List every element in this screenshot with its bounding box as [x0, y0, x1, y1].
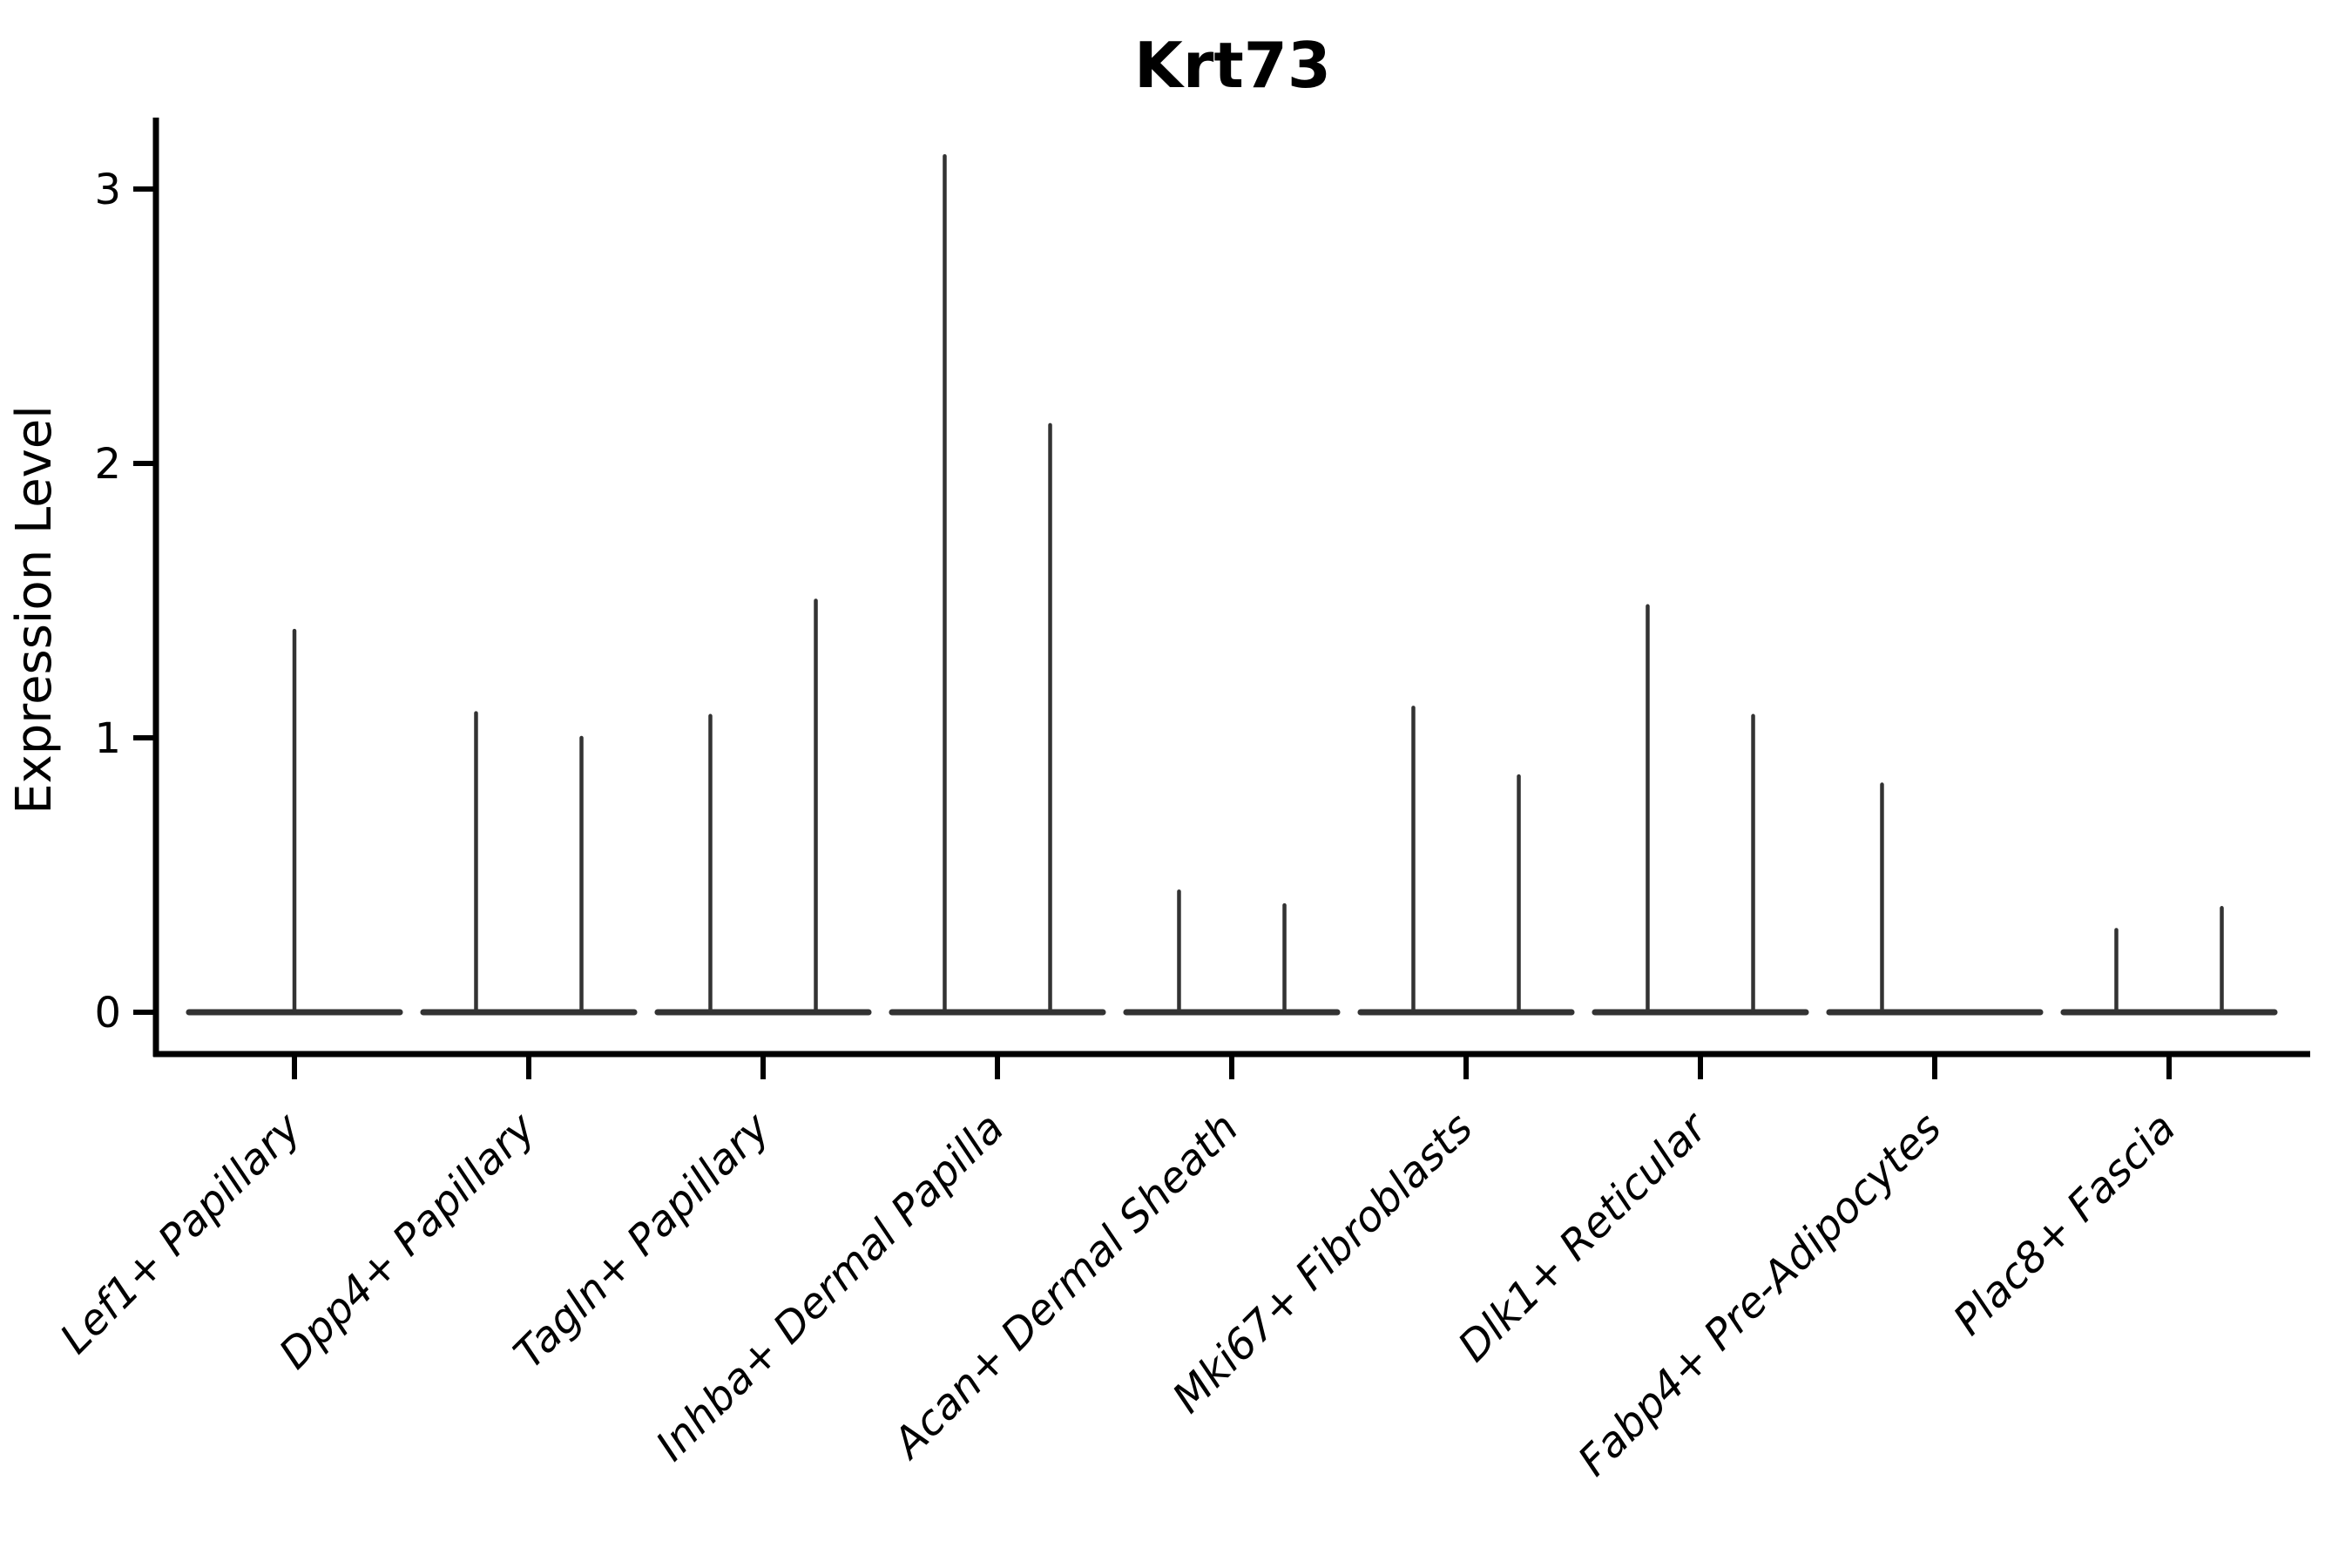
- y-axis-label: Expression Level: [6, 405, 63, 814]
- violin: [186, 628, 403, 1016]
- x-category-label: Dpp4+ Papillary: [270, 1103, 545, 1378]
- violin: [1123, 889, 1341, 1016]
- x-category-label: Dlk1+ Reticular: [1449, 1102, 1719, 1372]
- violin: [1357, 706, 1575, 1016]
- chart-title: Krt73: [1134, 29, 1331, 102]
- x-category-label: Lef1+ Papillary: [51, 1103, 311, 1363]
- y-axis: 0 1 2 3: [94, 166, 153, 1037]
- violin: [654, 598, 872, 1016]
- x-category-label: Plac8+ Fascia: [1944, 1104, 2186, 1345]
- violin: [1592, 604, 1809, 1016]
- violin: [889, 153, 1106, 1016]
- y-tick-label: 0: [94, 989, 121, 1037]
- y-tick-label: 2: [94, 440, 121, 489]
- violin: [420, 711, 638, 1016]
- violin: [1826, 782, 2044, 1016]
- y-tick-label: 3: [94, 166, 121, 214]
- violins-layer: [186, 153, 2278, 1016]
- violin: [2060, 906, 2278, 1016]
- x-category-label: Tagln+ Papillary: [504, 1103, 780, 1378]
- y-tick-label: 1: [94, 714, 121, 763]
